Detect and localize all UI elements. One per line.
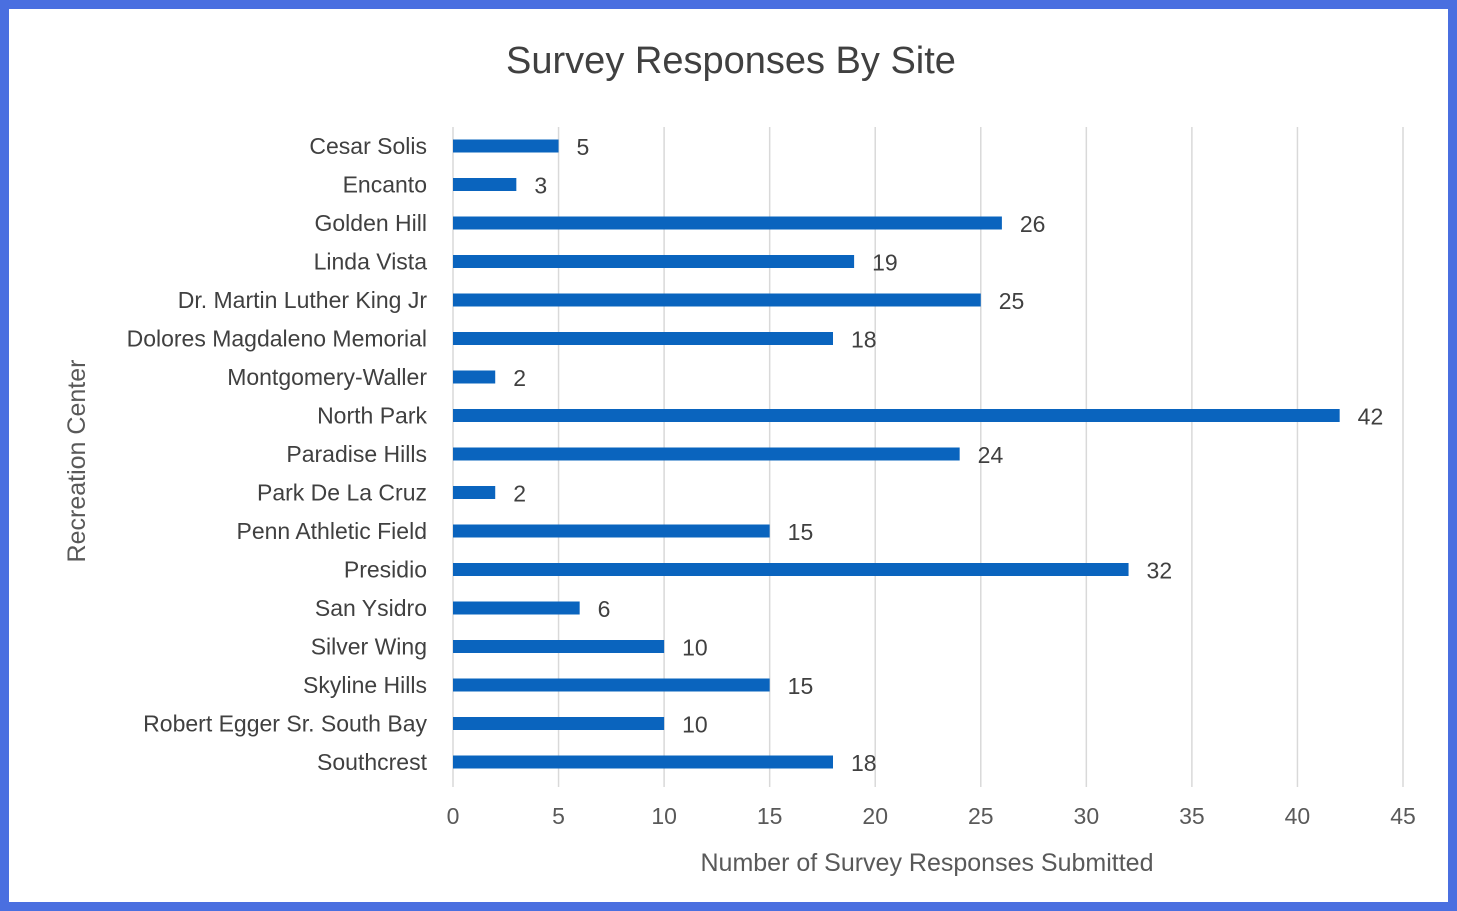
x-tick-label: 20 [862, 803, 888, 829]
data-label: 10 [682, 635, 708, 661]
bar [453, 717, 665, 730]
data-label: 18 [851, 750, 877, 776]
category-label: Dr. Martin Luther King Jr [178, 287, 428, 313]
x-tick-label: 15 [757, 803, 783, 829]
data-label: 26 [1020, 211, 1046, 237]
data-label: 3 [534, 173, 547, 199]
category-label: San Ysidro [315, 595, 427, 621]
x-tick-labels: 0 5 10 15 20 25 30 35 40 45 [447, 803, 1416, 829]
bar [453, 640, 665, 653]
data-label: 10 [682, 712, 708, 738]
bar [453, 255, 855, 268]
category-label: Dolores Magdaleno Memorial [127, 326, 427, 352]
data-label: 25 [999, 288, 1025, 314]
chart-title: Survey Responses By Site [506, 40, 956, 82]
x-tick-label: 5 [552, 803, 565, 829]
bar [453, 678, 770, 692]
category-label: North Park [317, 403, 427, 429]
x-tick-label: 45 [1390, 803, 1416, 829]
category-label: Skyline Hills [303, 672, 427, 698]
bar [453, 332, 833, 345]
data-label: 5 [577, 134, 590, 160]
bar [453, 486, 496, 499]
data-label: 15 [788, 519, 814, 545]
y-axis-title: Recreation Center [63, 360, 91, 563]
bar [453, 601, 580, 615]
x-tick-label: 30 [1074, 803, 1100, 829]
x-tick-label: 10 [651, 803, 677, 829]
category-label: Robert Egger Sr. South Bay [143, 711, 427, 737]
data-label: 19 [872, 250, 898, 276]
chart-frame: Cesar Solis Encanto Golden Hill Linda Vista… [9, 9, 1448, 902]
bar [453, 755, 833, 769]
bar [453, 370, 496, 384]
data-label: 2 [513, 481, 526, 507]
category-label: Penn Athletic Field [236, 518, 427, 544]
bar [453, 524, 770, 538]
category-label: Linda Vista [314, 249, 428, 275]
data-label: 15 [788, 673, 814, 699]
data-label: 24 [978, 442, 1004, 468]
category-label: Montgomery-Waller [227, 364, 427, 390]
data-label: 32 [1147, 558, 1173, 584]
bar [453, 447, 960, 461]
x-tick-label: 40 [1285, 803, 1311, 829]
bar [453, 216, 1002, 230]
category-label: Presidio [344, 557, 427, 583]
category-label: Park De La Cruz [257, 480, 427, 506]
category-label: Silver Wing [311, 634, 427, 660]
bar-chart: Cesar Solis Encanto Golden Hill Linda Vista… [63, 40, 1416, 877]
x-tick-label: 0 [447, 803, 460, 829]
x-tick-label: 35 [1179, 803, 1205, 829]
data-label: 6 [598, 596, 611, 622]
category-label: Paradise Hills [286, 441, 427, 467]
bar [453, 178, 517, 191]
bar [453, 563, 1129, 576]
bar [453, 293, 981, 307]
x-axis-title: Number of Survey Responses Submitted [701, 849, 1154, 877]
bar [453, 139, 559, 153]
x-tick-label: 25 [968, 803, 994, 829]
category-label: Golden Hill [315, 210, 428, 236]
data-label: 2 [513, 365, 526, 391]
data-label: 42 [1358, 404, 1384, 430]
category-label: Encanto [343, 172, 427, 198]
bars [453, 139, 1340, 769]
category-label: Southcrest [317, 749, 428, 775]
bar [453, 409, 1340, 422]
category-labels: Cesar Solis Encanto Golden Hill Linda Vista… [127, 133, 428, 775]
data-label: 18 [851, 327, 877, 353]
category-label: Cesar Solis [309, 133, 427, 159]
